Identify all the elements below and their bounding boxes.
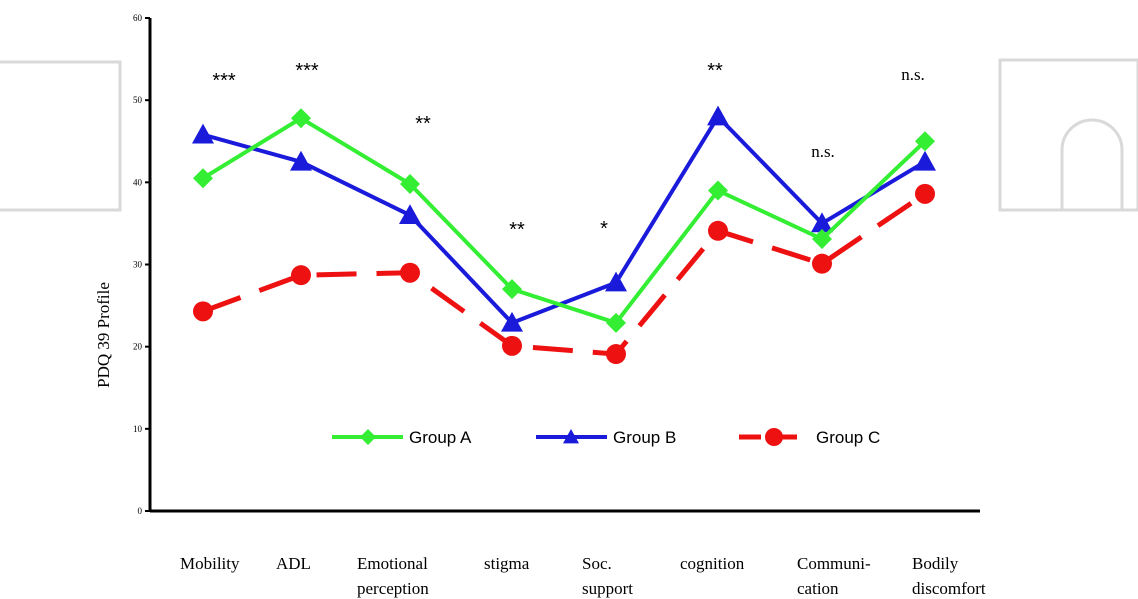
x-category-label: stigma: [484, 554, 530, 573]
significance-label: *: [600, 218, 608, 240]
significance-label: n.s.: [901, 65, 925, 84]
data-point: [812, 229, 832, 250]
legend-label: Group B: [613, 428, 676, 447]
legend-item: Group C: [739, 428, 880, 447]
legend-label: Group A: [409, 428, 472, 447]
data-point: [501, 311, 523, 332]
data-point: [812, 253, 832, 274]
significance-label: ***: [212, 70, 236, 92]
data-point: [400, 262, 420, 283]
series-line: [202, 114, 927, 325]
significance-label: **: [707, 60, 723, 82]
data-point: [399, 204, 421, 224]
series-line: [201, 116, 927, 325]
x-category-label: cognition: [680, 554, 745, 573]
data-point: [502, 279, 522, 300]
data-point: [708, 180, 728, 201]
legend-marker: [563, 429, 579, 444]
legend-item: Group B: [536, 428, 676, 447]
x-category-label: Bodily discomfort: [912, 554, 986, 598]
series-group-a: [193, 108, 935, 333]
series-group-c: [193, 183, 935, 365]
x-category-label: Soc. support: [582, 554, 633, 598]
y-tick-label: 0: [138, 506, 143, 516]
y-axis-ticks: 0 10 20 30 40 50 60: [133, 13, 150, 516]
legend-item: Group A: [332, 428, 472, 447]
significance-label: **: [415, 113, 431, 135]
data-point: [605, 271, 627, 292]
data-point: [192, 123, 214, 144]
y-tick-label: 20: [133, 342, 143, 352]
y-tick-label: 60: [133, 13, 143, 23]
x-axis-category-labels: Mobility ADL Emotional perception stigma Soc.…: [180, 554, 986, 598]
significance-label: ***: [295, 60, 319, 82]
series-lines: [192, 105, 936, 365]
legend: Group A Group B Group C: [332, 428, 880, 447]
data-point: [606, 312, 626, 333]
y-tick-label: 10: [133, 424, 143, 434]
significance-label: **: [509, 219, 525, 241]
data-point: [606, 344, 626, 365]
x-category-label: Communi-cation: [797, 554, 871, 598]
data-point: [915, 131, 935, 152]
watermark-logo: [0, 58, 1138, 212]
legend-marker: [360, 429, 376, 445]
y-tick-label: 50: [133, 95, 143, 105]
data-point: [915, 183, 935, 204]
significance-labels: *** ******* ***n.s.n.s.: [212, 60, 924, 241]
series-group-b: [192, 105, 936, 332]
y-tick-label: 40: [133, 177, 143, 187]
data-point: [707, 105, 729, 126]
data-point: [193, 168, 213, 189]
data-point: [708, 220, 728, 241]
data-point: [400, 173, 420, 194]
x-category-label: Mobility: [180, 554, 240, 573]
x-category-label: ADL: [276, 554, 311, 573]
data-point: [193, 301, 213, 322]
data-point: [291, 265, 311, 286]
legend-marker: [765, 428, 783, 446]
data-point: [914, 150, 936, 171]
y-axis-label: PDQ 39 Profile: [94, 282, 113, 388]
x-category-label: Emotional perception: [357, 554, 429, 598]
data-point: [502, 335, 522, 356]
y-tick-label: 30: [133, 260, 143, 270]
legend-label: Group C: [816, 428, 880, 447]
data-point: [290, 150, 312, 171]
significance-label: n.s.: [811, 142, 835, 161]
data-point: [811, 212, 833, 233]
data-point: [291, 108, 311, 129]
series-line: [202, 191, 927, 357]
